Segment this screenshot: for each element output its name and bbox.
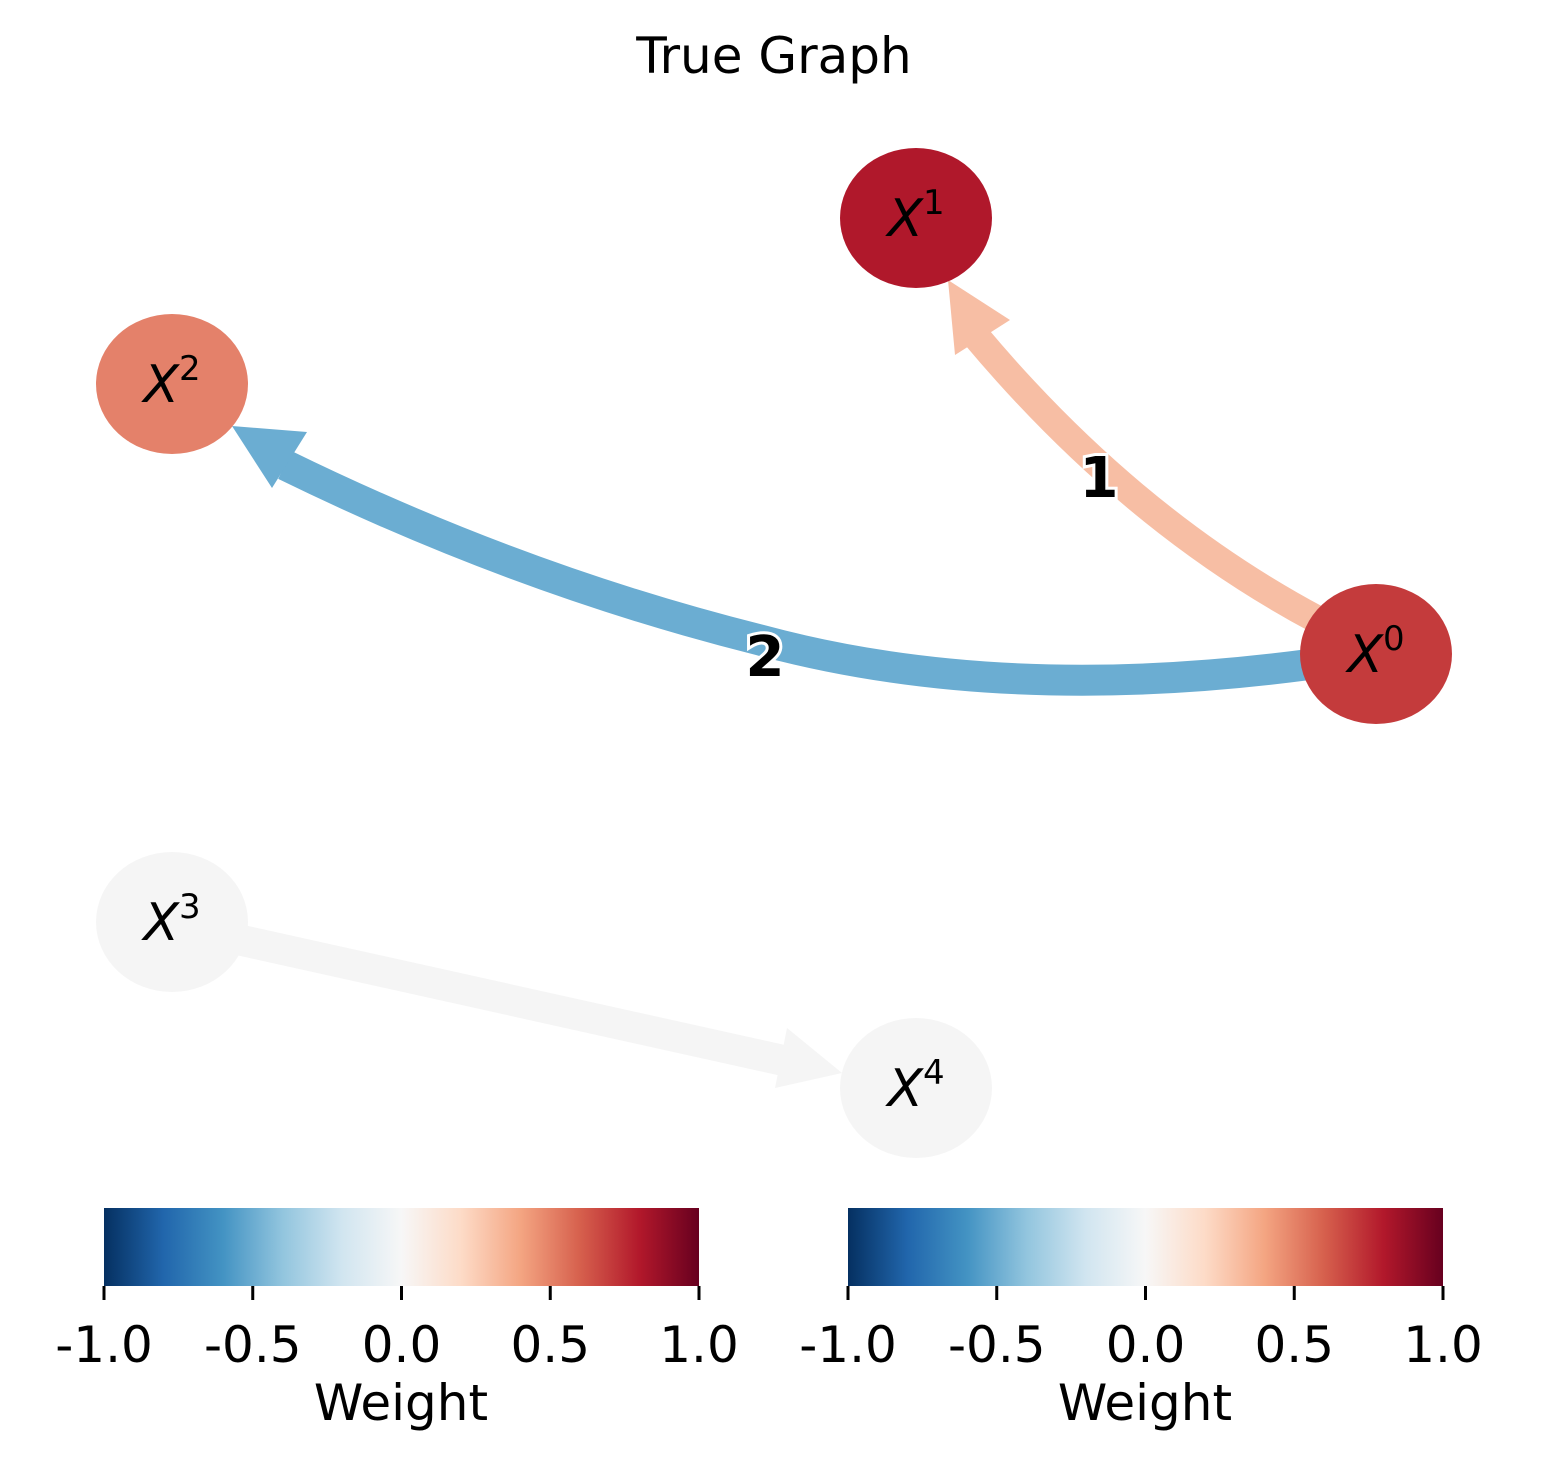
colorbar-right-gradient	[848, 1208, 1443, 1286]
node-x0-label: X0	[1344, 619, 1404, 685]
edge-x3-x4-line	[236, 924, 794, 1078]
colorbar-right-ticks: -1.0 -0.5 0.0 0.5 1.0	[799, 1286, 1483, 1374]
edge-x0-x2: 2	[232, 426, 1308, 696]
edge-x0-x2-weight-label: 2	[746, 625, 785, 690]
colorbar-tick-label: 1.0	[1403, 1316, 1483, 1374]
colorbar-left-label: Weight	[314, 1374, 488, 1432]
colorbar-tick-label: -0.5	[204, 1316, 302, 1374]
colorbar-left: -1.0 -0.5 0.0 0.5 1.0 Weight	[55, 1208, 739, 1432]
node-x3-label: X3	[140, 887, 200, 953]
colorbar-tick-label: 0.5	[510, 1316, 590, 1374]
node-x1: X1	[840, 148, 992, 288]
node-x2-label: X2	[140, 349, 200, 415]
edge-x3-x4-arrowhead	[775, 1028, 842, 1088]
colorbar-tick-label: 0.0	[362, 1316, 442, 1374]
colorbar-tick-label: 0.5	[1254, 1316, 1334, 1374]
edge-x0-x1: 1	[948, 280, 1325, 633]
edge-x0-x1-line	[964, 326, 1325, 633]
figure-title: True Graph	[635, 27, 911, 85]
colorbar-left-gradient	[104, 1208, 699, 1286]
node-x3-circle	[96, 852, 248, 992]
node-x2: X2	[96, 314, 248, 454]
node-x3: X3	[96, 852, 248, 992]
colorbar-tick-label: -0.5	[948, 1316, 1046, 1374]
edges: 2 1	[232, 280, 1325, 1088]
node-x4-label: X4	[884, 1053, 944, 1119]
node-x0-circle	[1300, 584, 1452, 724]
colorbar-tick-label: -1.0	[799, 1316, 897, 1374]
edge-x0-x2-arrowhead	[232, 426, 307, 488]
node-x0: X0	[1300, 584, 1452, 724]
colorbar-tick-label: 1.0	[659, 1316, 739, 1374]
node-x1-label: X1	[884, 183, 944, 249]
colorbar-right-label: Weight	[1058, 1374, 1232, 1432]
node-x4-circle	[840, 1018, 992, 1158]
nodes: X0 X1 X2 X3 X4	[96, 148, 1452, 1158]
colorbar-tick-label: 0.0	[1106, 1316, 1186, 1374]
colorbar-tick-label: -1.0	[55, 1316, 153, 1374]
colorbar-right: -1.0 -0.5 0.0 0.5 1.0 Weight	[799, 1208, 1483, 1432]
edge-x0-x2-line	[278, 451, 1308, 696]
colorbar-left-ticks: -1.0 -0.5 0.0 0.5 1.0	[55, 1286, 739, 1374]
node-x4: X4	[840, 1018, 992, 1158]
node-x1-circle	[840, 148, 992, 288]
edge-x0-x1-weight-label: 1	[1080, 446, 1119, 511]
edge-x3-x4	[236, 924, 842, 1088]
node-x2-circle	[96, 314, 248, 454]
edge-x0-x1-arrowhead	[948, 280, 1010, 355]
